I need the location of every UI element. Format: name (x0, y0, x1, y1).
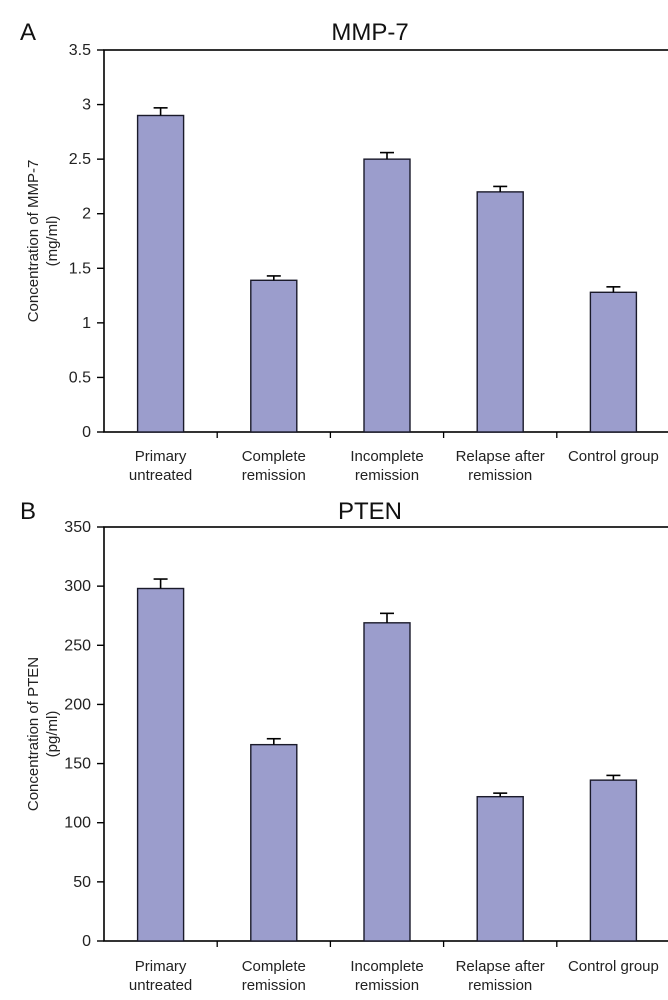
x-category-label-line: remission (468, 467, 532, 484)
bar (250, 743, 298, 942)
y-tick-label: 250 (64, 637, 91, 654)
x-category-label: Relapse after remission (456, 448, 545, 484)
x-category-label: Primary untreated (129, 448, 192, 484)
y-axis-label: Concentration of MMP-7 (mg/ml) (25, 160, 61, 323)
x-category-label-line: untreated (129, 977, 192, 994)
y-tick-label: 0.5 (69, 369, 91, 386)
bar (363, 158, 411, 433)
bar (136, 114, 185, 433)
x-category-label-line: Relapse after (456, 958, 545, 975)
x-category-label-line: Control group (568, 448, 659, 465)
y-tick-label: 50 (73, 874, 91, 891)
x-category-label-line: Primary (135, 958, 187, 975)
x-category-label: Primary untreated (129, 958, 192, 994)
y-tick-label: 1.5 (69, 260, 91, 277)
y-tick-label: 3 (82, 97, 91, 114)
y-tick-label: 150 (64, 756, 91, 773)
y-axis-label-line: Concentration of MMP-7 (25, 160, 42, 323)
bar (476, 191, 524, 433)
chart-title: MMP-7 (331, 19, 408, 46)
panel-label: A (20, 19, 36, 46)
x-category-label: Incomplete remission (350, 448, 423, 484)
y-tick-label: 350 (64, 519, 91, 536)
y-tick-label: 2.5 (69, 151, 91, 168)
x-category-label: Control group (568, 958, 659, 975)
chart-panel-a: A MMP-7 0 0.5 1 1.5 2 2.5 3 3.5 Concentration of M… (20, 19, 668, 484)
x-category-label: Control group (568, 448, 659, 465)
y-axis-label-line: (mg/ml) (44, 216, 61, 267)
x-category-label-line: Control group (568, 958, 659, 975)
x-category-label-line: Incomplete (350, 958, 423, 975)
x-category-label: Incomplete remission (350, 958, 423, 994)
chart-title: PTEN (338, 498, 402, 525)
bar (589, 779, 638, 942)
x-category-label-line: remission (242, 467, 306, 484)
bar (136, 587, 185, 942)
x-category-label-line: remission (242, 977, 306, 994)
x-category-label-line: remission (355, 977, 419, 994)
x-category-label: Complete remission (242, 448, 306, 484)
x-category-label: Relapse after remission (456, 958, 545, 994)
y-tick-label: 100 (64, 815, 91, 832)
x-category-label-line: Relapse after (456, 448, 545, 465)
panel-label: B (20, 498, 36, 525)
y-axis-label-line: (pg/ml) (44, 711, 61, 758)
y-tick-label: 200 (64, 696, 91, 713)
bar (363, 622, 411, 942)
bar (589, 291, 638, 433)
y-tick-label: 1 (82, 315, 91, 332)
y-tick-label: 3.5 (69, 42, 91, 59)
y-tick-label: 300 (64, 578, 91, 595)
chart-panel-b: B PTEN 0 50 100 150 200 250 300 350 Concentration … (20, 498, 668, 994)
y-tick-label: 0 (82, 933, 91, 950)
x-category-label-line: Complete (242, 958, 306, 975)
x-category-label-line: remission (355, 467, 419, 484)
x-category-label: Complete remission (242, 958, 306, 994)
y-axis-label: Concentration of PTEN (pg/ml) (25, 657, 61, 811)
x-category-label-line: Complete (242, 448, 306, 465)
x-category-label-line: Incomplete (350, 448, 423, 465)
bar (476, 795, 524, 942)
x-category-label-line: Primary (135, 448, 187, 465)
bar (250, 279, 298, 433)
y-tick-label: 0 (82, 424, 91, 441)
y-tick-label: 2 (82, 206, 91, 223)
x-category-label-line: untreated (129, 467, 192, 484)
x-category-label-line: remission (468, 977, 532, 994)
y-axis-label-line: Concentration of PTEN (25, 657, 42, 811)
